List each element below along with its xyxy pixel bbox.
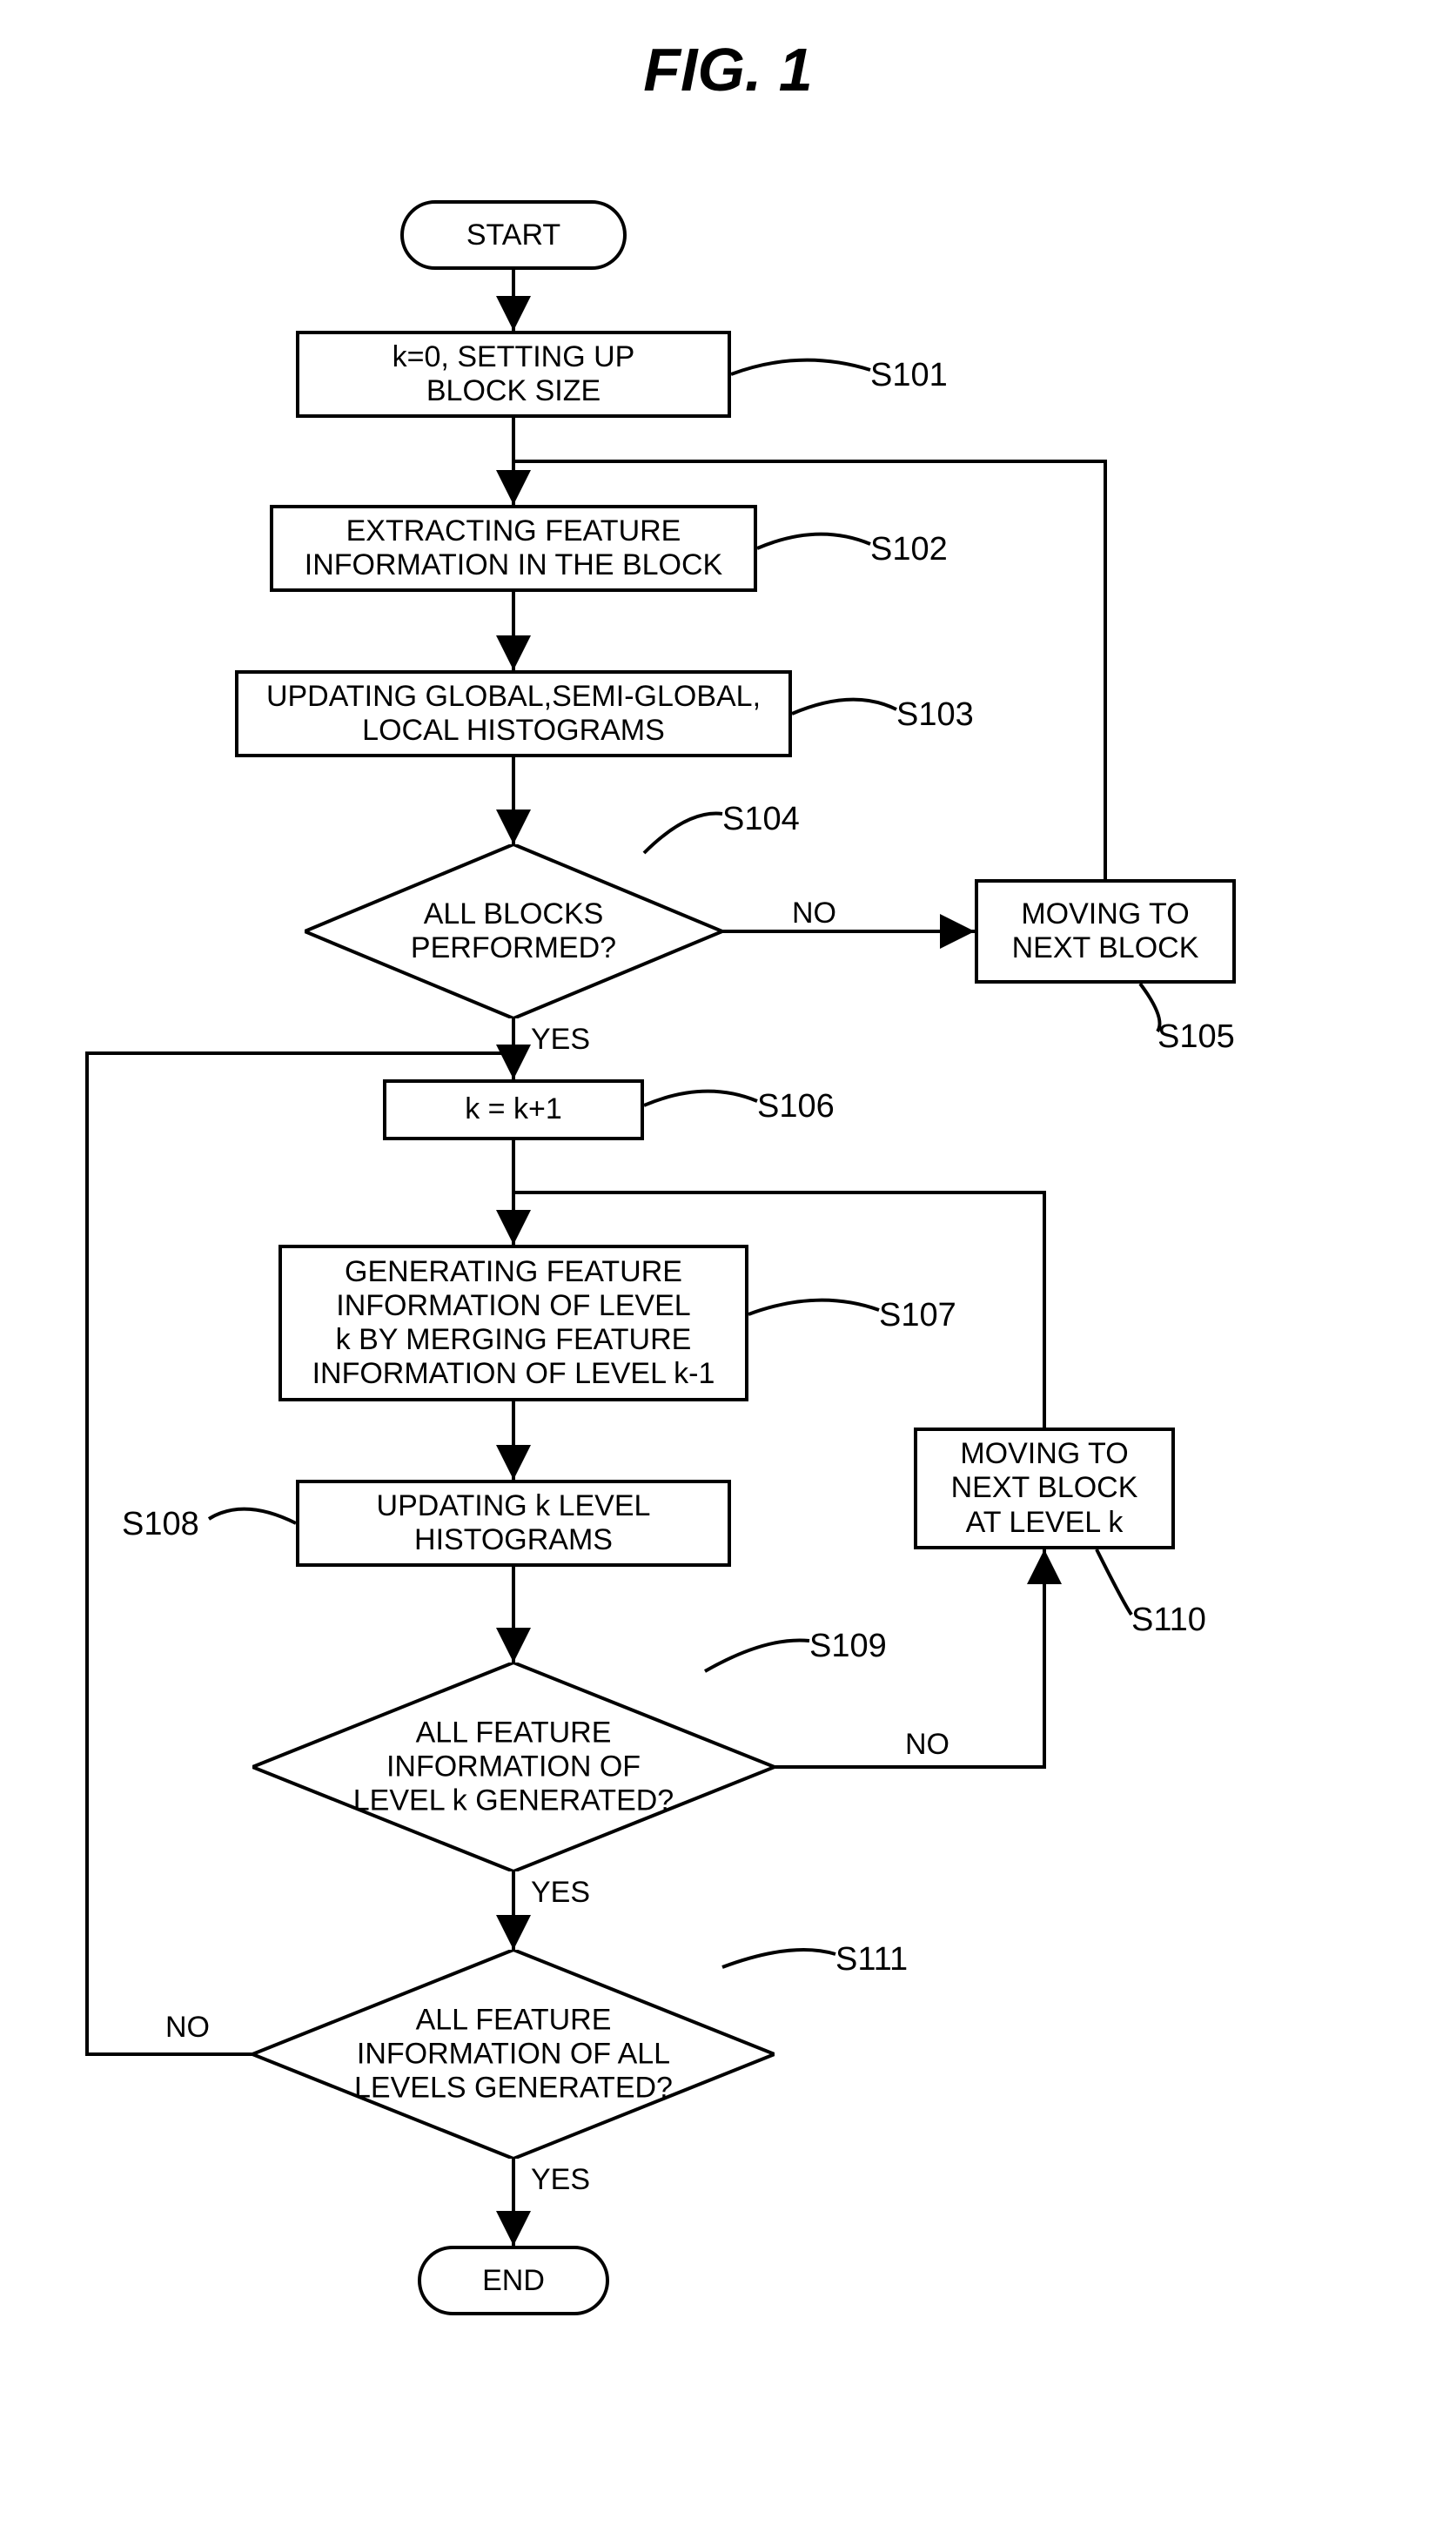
flowchart-container: FIG. 1 START k=0, SETTING UP BLOCK SIZE … — [35, 35, 1421, 2491]
connectors — [35, 35, 1421, 2491]
